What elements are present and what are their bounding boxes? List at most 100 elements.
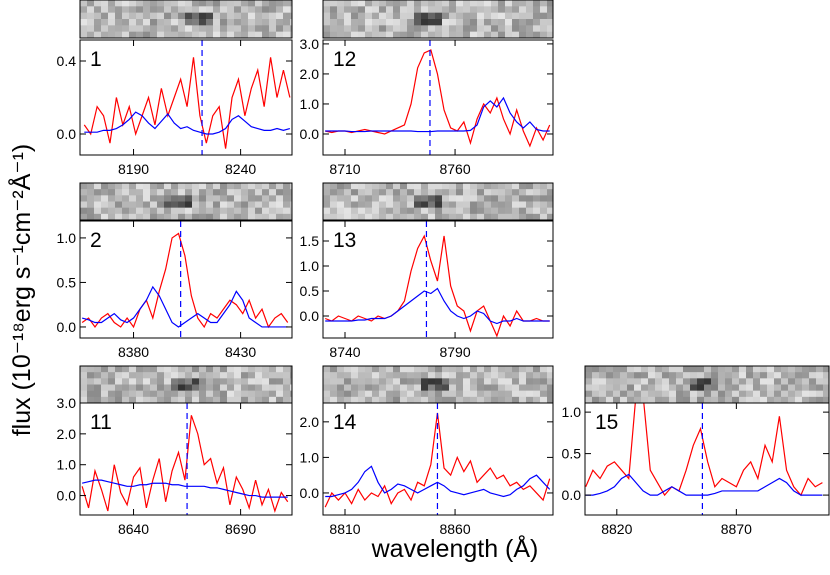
image-pixel [491,366,498,373]
image-pixel [87,201,94,208]
image-pixel [491,384,498,391]
image-pixel [634,384,641,391]
image-pixel [505,31,512,39]
image-pixel [164,25,171,32]
image-pixel [80,378,87,385]
image-pixel [143,372,150,379]
image-pixel [662,390,669,398]
image-pixel [255,201,262,208]
image-pixel [613,378,620,385]
image-pixel [491,189,498,196]
image-pixel [697,384,704,391]
image-pixel [269,19,276,26]
image-pixel [379,213,386,221]
image-pixel [477,201,484,208]
image-pixel [323,31,330,39]
image-pixel [641,384,648,391]
image-pixel [157,25,164,32]
y-tick-label: 2.0 [57,426,77,442]
image-pixel [290,195,292,202]
image-pixel [526,183,533,190]
image-pixel [358,195,365,202]
image-pixel [234,372,241,379]
image-pixel [171,372,178,379]
image-pixel [178,31,185,39]
image-pixel [206,31,213,39]
image-pixel [456,213,463,221]
image-pixel [276,189,283,196]
image-pixel [400,390,407,398]
image-pixel [129,19,136,26]
image-pixel [547,31,553,39]
image-pixel [269,201,276,208]
image-pixel [185,390,192,398]
y-tick-label: 1.0 [57,457,77,473]
image-pixel [442,195,449,202]
image-pixel [220,396,227,404]
image-pixel [241,0,248,7]
image-pixel [185,183,192,190]
image-pixel [463,12,470,20]
image-pixel [407,19,414,26]
image-pixel [150,390,157,398]
image-pixel [449,6,456,13]
image-pixel [491,372,498,379]
image-pixel [421,195,428,202]
image-pixel [540,207,547,215]
image-pixel [227,25,234,32]
image-pixel [599,366,606,373]
image-pixel [781,372,788,379]
image-pixel [290,396,292,404]
image-pixel [80,213,87,221]
image-pixel [262,378,269,385]
image-pixel [122,6,129,13]
image-pixel [435,207,442,215]
image-pixel [442,201,449,208]
image-pixel [505,372,512,379]
image-pixel [463,378,470,385]
image-pixel [641,378,648,385]
image-pixel [129,6,136,13]
spectrum-line [324,234,550,338]
image-pixel [164,390,171,398]
image-pixel [150,19,157,26]
image-pixel [393,366,400,373]
image-pixel [171,390,178,398]
image-pixel [477,366,484,373]
image-pixel [795,378,802,385]
image-pixel [213,207,220,215]
image-pixel [697,396,704,404]
image-pixel [498,213,505,221]
image-pixel [365,189,372,196]
image-pixel [540,396,547,404]
image-pixel [122,366,129,373]
image-pixel [351,384,358,391]
image-pixel [767,384,774,391]
image-pixel [192,31,199,39]
image-pixel [220,195,227,202]
image-pixel [407,213,414,221]
image-pixel [206,396,213,404]
image-pixel [87,207,94,215]
image-pixel [87,378,94,385]
image-pixel [456,183,463,190]
image-pixel [150,183,157,190]
image-pixel [648,384,655,391]
image-pixel [365,366,372,373]
image-pixel [456,12,463,20]
image-pixel [171,31,178,39]
image-pixel [283,195,290,202]
image-pixel [323,390,330,398]
image-pixel [627,372,634,379]
image-pixel [185,213,192,221]
image-pixel [477,384,484,391]
image-pixel [505,378,512,385]
image-pixel [290,366,292,373]
image-pixel [519,183,526,190]
image-pixel [262,25,269,32]
image-pixel [108,189,115,196]
image-pixel [435,183,442,190]
image-pixel [393,189,400,196]
image-pixel [372,213,379,221]
image-pixel [199,12,206,20]
